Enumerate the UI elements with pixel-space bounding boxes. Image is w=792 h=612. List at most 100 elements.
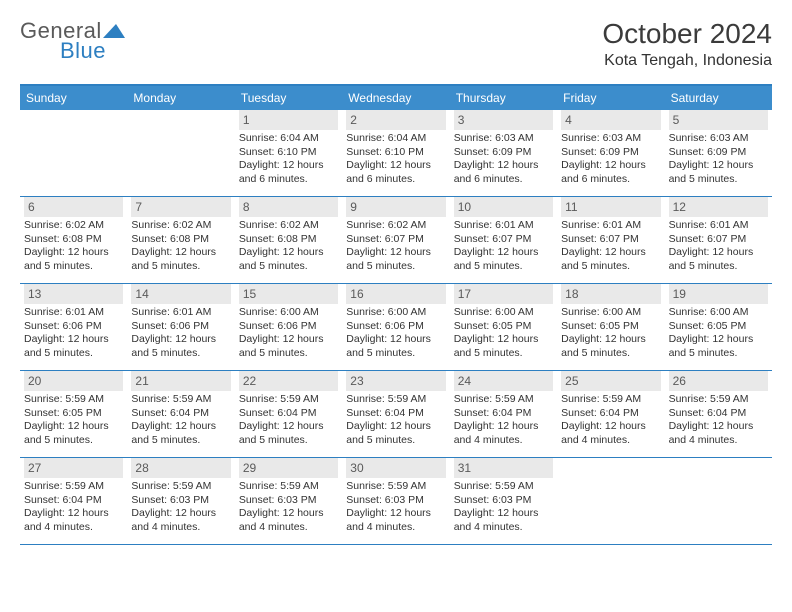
daylight-text: and 6 minutes. (346, 173, 445, 187)
daylight-text: Daylight: 12 hours (24, 420, 123, 434)
weekday-header: Sunday (20, 86, 127, 110)
day-content: Sunrise: 5:59 AMSunset: 6:05 PMDaylight:… (24, 393, 123, 448)
sunrise-text: Sunrise: 6:03 AM (669, 132, 768, 146)
day-cell: 13Sunrise: 6:01 AMSunset: 6:06 PMDayligh… (20, 284, 127, 370)
day-content: Sunrise: 5:59 AMSunset: 6:04 PMDaylight:… (131, 393, 230, 448)
weekday-header-row: Sunday Monday Tuesday Wednesday Thursday… (20, 86, 772, 110)
day-cell: 23Sunrise: 5:59 AMSunset: 6:04 PMDayligh… (342, 371, 449, 457)
daylight-text: and 5 minutes. (131, 347, 230, 361)
daylight-text: and 5 minutes. (239, 260, 338, 274)
sunset-text: Sunset: 6:06 PM (131, 320, 230, 334)
sunset-text: Sunset: 6:05 PM (669, 320, 768, 334)
daylight-text: Daylight: 12 hours (131, 420, 230, 434)
day-number: 27 (24, 458, 123, 478)
sunrise-text: Sunrise: 6:02 AM (239, 219, 338, 233)
day-cell (557, 458, 664, 544)
day-number: 23 (346, 371, 445, 391)
day-content: Sunrise: 6:00 AMSunset: 6:06 PMDaylight:… (346, 306, 445, 361)
weekday-header: Monday (127, 86, 234, 110)
month-title: October 2024 (602, 18, 772, 50)
day-content: Sunrise: 5:59 AMSunset: 6:03 PMDaylight:… (131, 480, 230, 535)
sunrise-text: Sunrise: 5:59 AM (454, 393, 553, 407)
day-number: 12 (669, 197, 768, 217)
day-cell: 14Sunrise: 6:01 AMSunset: 6:06 PMDayligh… (127, 284, 234, 370)
sunset-text: Sunset: 6:07 PM (346, 233, 445, 247)
daylight-text: and 5 minutes. (24, 260, 123, 274)
daylight-text: Daylight: 12 hours (239, 420, 338, 434)
sunset-text: Sunset: 6:10 PM (239, 146, 338, 160)
sunrise-text: Sunrise: 5:59 AM (669, 393, 768, 407)
daylight-text: and 5 minutes. (454, 347, 553, 361)
day-cell: 10Sunrise: 6:01 AMSunset: 6:07 PMDayligh… (450, 197, 557, 283)
daylight-text: Daylight: 12 hours (24, 333, 123, 347)
sunrise-text: Sunrise: 5:59 AM (239, 480, 338, 494)
day-cell: 26Sunrise: 5:59 AMSunset: 6:04 PMDayligh… (665, 371, 772, 457)
weekday-header: Saturday (665, 86, 772, 110)
daylight-text: and 5 minutes. (24, 434, 123, 448)
sunset-text: Sunset: 6:08 PM (131, 233, 230, 247)
daylight-text: and 4 minutes. (454, 434, 553, 448)
sunset-text: Sunset: 6:03 PM (239, 494, 338, 508)
sunset-text: Sunset: 6:09 PM (454, 146, 553, 160)
sunrise-text: Sunrise: 5:59 AM (346, 393, 445, 407)
title-block: October 2024 Kota Tengah, Indonesia (602, 18, 772, 70)
day-cell: 21Sunrise: 5:59 AMSunset: 6:04 PMDayligh… (127, 371, 234, 457)
sunset-text: Sunset: 6:05 PM (24, 407, 123, 421)
day-number: 18 (561, 284, 660, 304)
sunrise-text: Sunrise: 6:01 AM (131, 306, 230, 320)
sunset-text: Sunset: 6:03 PM (346, 494, 445, 508)
daylight-text: Daylight: 12 hours (239, 507, 338, 521)
day-cell: 1Sunrise: 6:04 AMSunset: 6:10 PMDaylight… (235, 110, 342, 196)
day-cell: 9Sunrise: 6:02 AMSunset: 6:07 PMDaylight… (342, 197, 449, 283)
day-content: Sunrise: 5:59 AMSunset: 6:04 PMDaylight:… (24, 480, 123, 535)
sunrise-text: Sunrise: 6:03 AM (454, 132, 553, 146)
day-content: Sunrise: 6:03 AMSunset: 6:09 PMDaylight:… (561, 132, 660, 187)
sunrise-text: Sunrise: 6:04 AM (239, 132, 338, 146)
sunrise-text: Sunrise: 5:59 AM (24, 480, 123, 494)
daylight-text: Daylight: 12 hours (454, 333, 553, 347)
sunrise-text: Sunrise: 5:59 AM (131, 393, 230, 407)
daylight-text: Daylight: 12 hours (561, 333, 660, 347)
day-number: 17 (454, 284, 553, 304)
day-number: 4 (561, 110, 660, 130)
sunset-text: Sunset: 6:04 PM (346, 407, 445, 421)
day-cell: 31Sunrise: 5:59 AMSunset: 6:03 PMDayligh… (450, 458, 557, 544)
sunrise-text: Sunrise: 6:00 AM (454, 306, 553, 320)
sunset-text: Sunset: 6:07 PM (561, 233, 660, 247)
week-row: 13Sunrise: 6:01 AMSunset: 6:06 PMDayligh… (20, 284, 772, 371)
day-cell: 5Sunrise: 6:03 AMSunset: 6:09 PMDaylight… (665, 110, 772, 196)
day-content: Sunrise: 5:59 AMSunset: 6:04 PMDaylight:… (239, 393, 338, 448)
day-content: Sunrise: 6:00 AMSunset: 6:05 PMDaylight:… (561, 306, 660, 361)
daylight-text: and 5 minutes. (24, 347, 123, 361)
day-content: Sunrise: 5:59 AMSunset: 6:04 PMDaylight:… (669, 393, 768, 448)
daylight-text: Daylight: 12 hours (131, 333, 230, 347)
daylight-text: Daylight: 12 hours (24, 246, 123, 260)
daylight-text: and 5 minutes. (669, 347, 768, 361)
day-cell (127, 110, 234, 196)
sunrise-text: Sunrise: 6:00 AM (669, 306, 768, 320)
day-cell: 17Sunrise: 6:00 AMSunset: 6:05 PMDayligh… (450, 284, 557, 370)
day-cell: 6Sunrise: 6:02 AMSunset: 6:08 PMDaylight… (20, 197, 127, 283)
daylight-text: and 6 minutes. (561, 173, 660, 187)
day-cell: 24Sunrise: 5:59 AMSunset: 6:04 PMDayligh… (450, 371, 557, 457)
day-number: 20 (24, 371, 123, 391)
day-cell: 20Sunrise: 5:59 AMSunset: 6:05 PMDayligh… (20, 371, 127, 457)
day-number: 10 (454, 197, 553, 217)
sunset-text: Sunset: 6:09 PM (561, 146, 660, 160)
daylight-text: and 5 minutes. (346, 347, 445, 361)
day-content: Sunrise: 6:00 AMSunset: 6:05 PMDaylight:… (454, 306, 553, 361)
weekday-header: Thursday (450, 86, 557, 110)
logo: GeneralBlue (20, 18, 125, 64)
day-content: Sunrise: 6:02 AMSunset: 6:07 PMDaylight:… (346, 219, 445, 274)
sunset-text: Sunset: 6:03 PM (454, 494, 553, 508)
sunset-text: Sunset: 6:04 PM (561, 407, 660, 421)
sunset-text: Sunset: 6:06 PM (239, 320, 338, 334)
sunrise-text: Sunrise: 6:02 AM (346, 219, 445, 233)
sunset-text: Sunset: 6:08 PM (24, 233, 123, 247)
daylight-text: and 5 minutes. (239, 434, 338, 448)
sunrise-text: Sunrise: 5:59 AM (561, 393, 660, 407)
sunset-text: Sunset: 6:04 PM (131, 407, 230, 421)
day-content: Sunrise: 6:03 AMSunset: 6:09 PMDaylight:… (454, 132, 553, 187)
day-number: 11 (561, 197, 660, 217)
day-number: 9 (346, 197, 445, 217)
